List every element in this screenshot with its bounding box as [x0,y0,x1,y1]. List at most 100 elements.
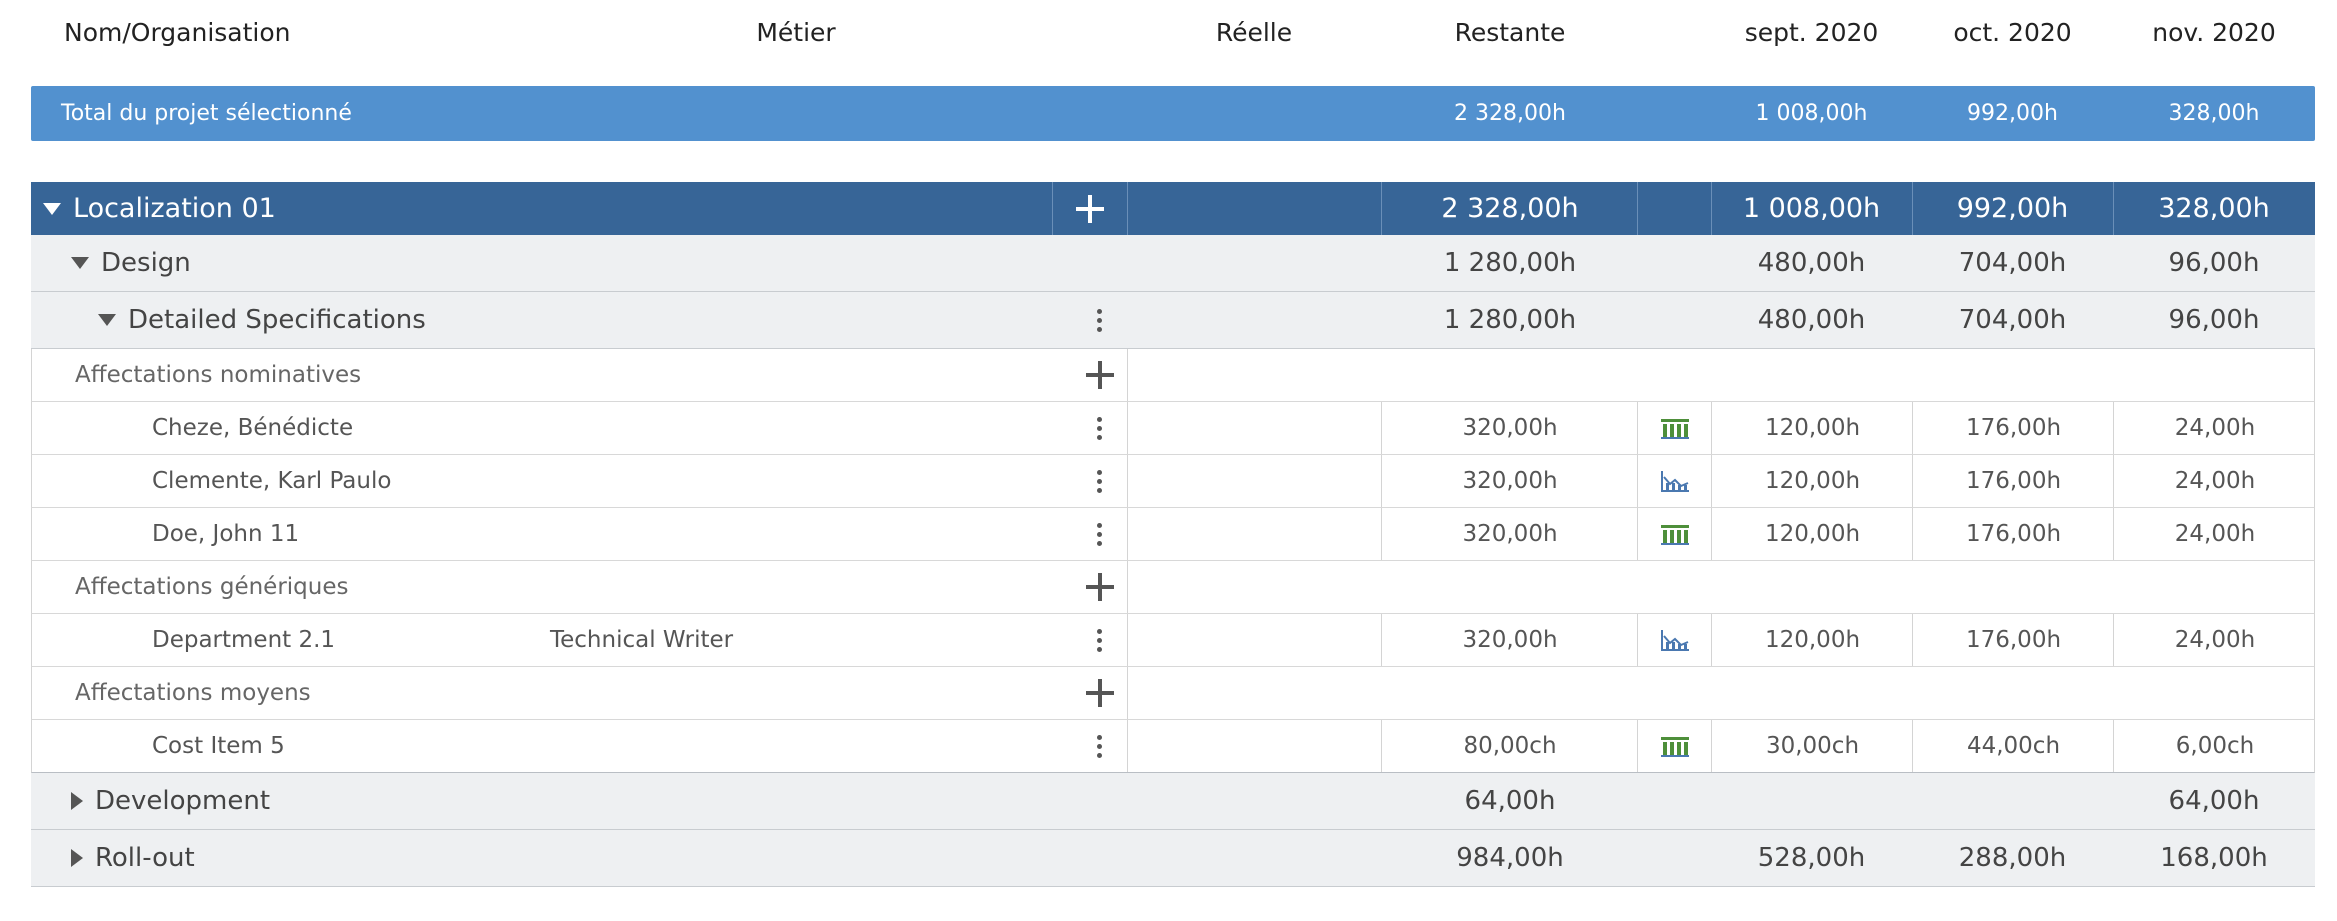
project-total-month-1: 1 008,00h [1755,101,1868,126]
assignment-month-1[interactable]: 120,00h [1764,521,1861,547]
task-design-month-3: 96,00h [2168,248,2260,278]
plus-icon[interactable] [1086,679,1114,707]
assignment-month-1[interactable]: 120,00h [1764,468,1861,494]
plus-icon[interactable] [1086,573,1114,601]
collapse-triangle-icon[interactable] [71,257,89,269]
project-total-restante: 2 328,00h [1454,101,1566,126]
column-header-month-2[interactable]: oct. 2020 [1953,18,2072,47]
task-detailed-label: Detailed Specifications [128,305,426,335]
column-header-metier[interactable]: Métier [756,18,836,47]
task-row-design[interactable]: Design 1 280,00h 480,00h 704,00h 96,00h [31,235,2315,292]
group-localization-month-1: 1 008,00h [1742,193,1881,224]
more-options-button[interactable] [1089,508,1109,560]
task-rollout-restante: 984,00h [1456,843,1564,873]
more-options-button[interactable] [1089,455,1109,507]
bar-chart-icon[interactable] [1638,508,1712,560]
plus-icon[interactable] [1086,361,1114,389]
add-nominative-button[interactable] [1082,349,1118,401]
group-row-localization[interactable]: Localization 01 2 328,00h 1 008,00h 992,… [31,182,2315,235]
kebab-menu-icon[interactable] [1089,731,1109,761]
task-detailed-toggle[interactable]: Detailed Specifications [98,292,426,348]
kebab-menu-icon[interactable] [1089,625,1109,655]
task-row-detailed-specifications[interactable]: Detailed Specifications 1 280,00h 480,00… [31,292,2315,349]
project-total-month-2: 992,00h [1967,101,2058,126]
task-design-restante: 1 280,00h [1443,248,1577,278]
section-moyens-label: Affectations moyens [75,680,311,706]
assignment-name: Cost Item 5 [152,733,285,759]
assignment-month-3[interactable]: 24,00h [2174,468,2256,494]
task-row-development[interactable]: Development 64,00h 64,00h [31,773,2315,830]
assignment-month-1[interactable]: 30,00ch [1765,733,1860,759]
assignment-month-3[interactable]: 24,00h [2174,521,2256,547]
task-rollout-month-3: 168,00h [2160,843,2268,873]
add-button[interactable] [1052,182,1128,235]
assignment-row[interactable]: Cheze, Bénédicte 320,00h 120,00h 176,00h… [31,402,2315,455]
group-localization-toggle[interactable]: Localization 01 [43,182,276,235]
bar-chart-icon[interactable] [1638,402,1712,454]
assignment-restante[interactable]: 80,00ch [1463,733,1557,759]
expand-triangle-icon[interactable] [71,792,83,810]
assignment-row[interactable]: Department 2.1 Technical Writer 320,00h … [31,614,2315,667]
bar-chart-icon[interactable] [1638,720,1712,772]
kebab-menu-icon[interactable] [1089,413,1109,443]
task-development-toggle[interactable]: Development [71,773,270,829]
assignment-month-2[interactable]: 44,00ch [1966,733,2061,759]
column-header-restante[interactable]: Restante [1454,18,1566,47]
section-nominatives-label: Affectations nominatives [75,362,362,388]
more-options-button[interactable] [1089,292,1109,348]
column-header-month-1[interactable]: sept. 2020 [1744,18,1879,47]
section-row-moyens: Affectations moyens [31,667,2315,720]
assignment-row[interactable]: Cost Item 5 80,00ch 30,00ch 44,00ch 6,00… [31,720,2315,773]
task-detailed-month-3: 96,00h [2168,305,2260,335]
assignment-restante[interactable]: 320,00h [1462,468,1558,494]
plus-icon[interactable] [1076,194,1104,223]
more-options-button[interactable] [1089,720,1109,772]
assignment-restante[interactable]: 320,00h [1462,415,1558,441]
column-header-month-3[interactable]: nov. 2020 [2152,18,2276,47]
task-design-toggle[interactable]: Design [71,235,191,291]
column-header-name[interactable]: Nom/Organisation [64,18,291,47]
task-development-label: Development [95,786,271,816]
assignment-month-2[interactable]: 176,00h [1965,521,2062,547]
section-generiques-label: Affectations génériques [75,574,349,600]
assignment-month-2[interactable]: 176,00h [1965,627,2062,653]
area-chart-icon[interactable] [1638,614,1712,666]
area-chart-icon[interactable] [1638,455,1712,507]
assignment-name: Department 2.1 [152,627,336,653]
group-localization-label: Localization 01 [73,193,276,224]
task-development-month-2 [1912,773,2113,829]
expand-triangle-icon[interactable] [71,849,83,867]
kebab-menu-icon[interactable] [1089,519,1109,549]
assignment-name: Doe, John 11 [152,521,300,547]
assignment-row[interactable]: Doe, John 11 320,00h 120,00h 176,00h 24,… [31,508,2315,561]
task-detailed-month-1: 480,00h [1757,305,1866,335]
project-total-row: Total du projet sélectionné 2 328,00h 1 … [31,86,2315,141]
assignment-month-1[interactable]: 120,00h [1764,627,1861,653]
add-generic-button[interactable] [1082,561,1118,613]
task-detailed-month-2: 704,00h [1958,305,2067,335]
assignment-month-1[interactable]: 120,00h [1764,415,1861,441]
assignment-row[interactable]: Clemente, Karl Paulo 320,00h 120,00h 176… [31,455,2315,508]
task-rollout-month-1: 528,00h [1757,843,1866,873]
assignment-restante[interactable]: 320,00h [1462,521,1558,547]
assignment-restante[interactable]: 320,00h [1462,627,1558,653]
kebab-menu-icon[interactable] [1089,466,1109,496]
task-development-restante: 64,00h [1464,786,1556,816]
add-resource-button[interactable] [1082,667,1118,719]
collapse-triangle-icon[interactable] [43,202,61,215]
task-row-rollout[interactable]: Roll-out 984,00h 528,00h 288,00h 168,00h [31,830,2315,887]
task-rollout-toggle[interactable]: Roll-out [71,830,195,886]
collapse-triangle-icon[interactable] [98,314,116,326]
kebab-menu-icon[interactable] [1089,305,1109,335]
assignment-metier: Technical Writer [550,627,734,653]
assignment-month-2[interactable]: 176,00h [1965,468,2062,494]
assignment-month-2[interactable]: 176,00h [1965,415,2062,441]
project-total-month-3: 328,00h [2168,101,2260,126]
assignment-month-3[interactable]: 24,00h [2174,415,2256,441]
assignment-month-3[interactable]: 6,00ch [2175,733,2255,759]
more-options-button[interactable] [1089,614,1109,666]
assignment-month-3[interactable]: 24,00h [2174,627,2256,653]
column-header-reelle[interactable]: Réelle [1215,18,1293,47]
more-options-button[interactable] [1089,402,1109,454]
task-rollout-month-2: 288,00h [1958,843,2067,873]
